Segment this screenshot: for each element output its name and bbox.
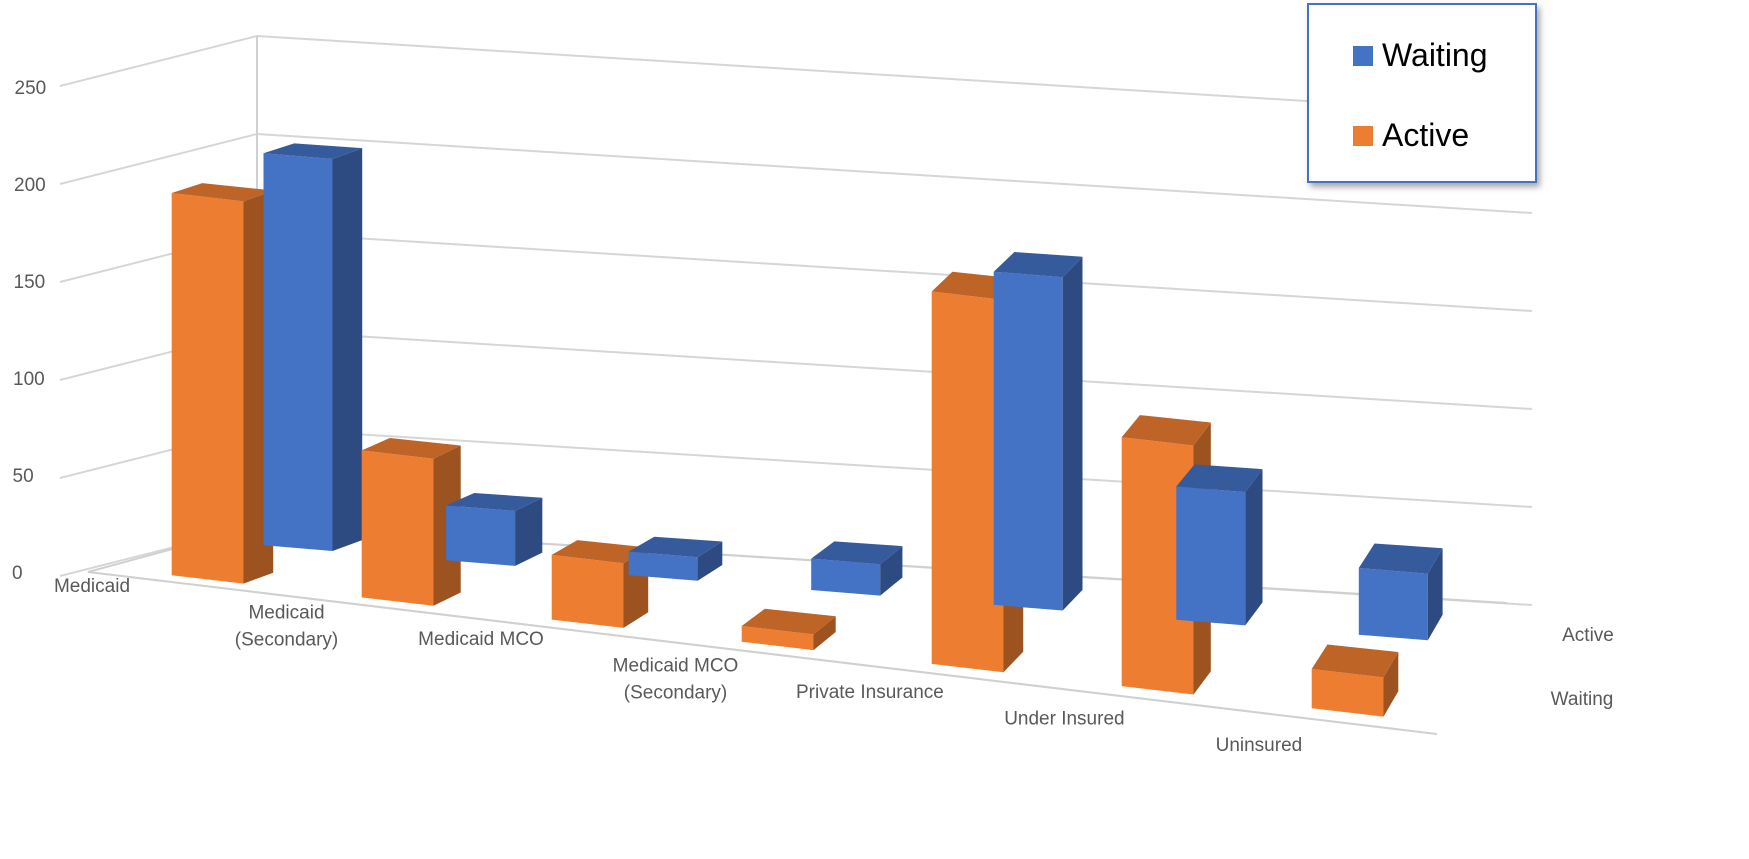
legend-swatch-active [1353,125,1373,146]
bar-front-face [263,153,333,552]
bar-front-face [811,558,881,596]
category-label-line: Under Insured [1004,709,1124,730]
bar-side-face [1245,469,1263,626]
bar-active-uninsured [1311,644,1399,717]
bar-waiting-medicaid-secondary [446,493,543,566]
category-label-line: Medicaid MCO [613,655,739,676]
y-tick-label: 50 [13,466,34,487]
legend-label-active: Active [1382,117,1470,153]
bar-top-face [361,438,461,459]
bar-top-face [1311,644,1399,678]
bar-front-face [446,505,516,566]
category-label-line: Medicaid [54,576,130,597]
y-tick-label: 250 [15,78,47,99]
category-label-private-insurance: Private Insurance [796,682,944,703]
bar-front-face [993,271,1063,611]
bar-front-face [628,551,698,581]
bar-waiting-uninsured [1358,543,1443,641]
bar-side-face [697,541,723,581]
bar-active-medicaid-secondary [361,438,461,606]
category-label-under-insured: Under Insured [1004,709,1124,730]
bar-side-face [1383,652,1399,717]
bar-top-face [1358,543,1443,574]
depth-labels: Active Waiting [1551,625,1614,710]
bar-waiting-medicaid-mco [628,536,723,581]
category-label-uninsured: Uninsured [1216,735,1303,756]
bar-front-face [171,193,244,584]
bar-top-face [811,541,903,565]
category-label-line: Private Insurance [796,682,944,703]
bar-top-face [741,608,836,635]
bar-side-face [1427,548,1443,641]
bar-front-face [1358,568,1428,641]
bar-side-face [515,497,543,566]
bar-top-face [171,183,274,202]
bar-front-face [1121,437,1194,695]
y-tick-label: 150 [14,272,46,293]
bar-top-face [1176,464,1263,493]
bar-side-face [880,546,903,596]
bar-front-face [931,291,1004,673]
bar-waiting-private-insurance [993,252,1083,611]
legend-label-waiting: Waiting [1382,37,1488,73]
bar-front-face [1311,669,1384,717]
category-label-medicaid-mco-secondary: Medicaid MCO (Secondary) [613,655,739,703]
category-label-line: (Secondary) [624,682,728,703]
bar-top-face [263,143,363,159]
bar-active-medicaid-mco-secondary [741,608,836,651]
depth-label-waiting: Waiting [1551,689,1614,710]
legend-swatch-waiting [1353,45,1373,66]
bar-front-face [1176,486,1246,626]
bar-front-face [361,450,434,606]
bar-top-face [446,493,543,511]
bar-active-medicaid [171,183,274,584]
category-label-line: Uninsured [1216,735,1303,756]
legend-item-waiting: Waiting [1353,37,1488,74]
bar-front-face [551,554,624,628]
bar-side-face [813,616,836,651]
bar-waiting-medicaid-mco-secondary [811,541,903,596]
y-axis-ticks: 0 50 100 150 200 250 [12,78,46,584]
bar-waiting-medicaid [263,143,363,552]
bar-top-face [551,540,649,564]
bar-top-face [993,252,1083,278]
category-label-line: Medicaid [248,602,324,623]
bar-waiting-under-insured [1176,464,1263,626]
category-label-medicaid-secondary: Medicaid (Secondary) [235,602,339,650]
y-tick-label: 200 [14,175,46,196]
category-label-line: (Secondary) [235,629,339,650]
bar-side-face [1062,256,1083,611]
legend-item-active: Active [1353,117,1469,154]
y-tick-label: 0 [12,563,23,584]
bars [171,143,1443,717]
bar-top-face [628,536,723,558]
bar-front-face [741,626,814,651]
bar-top-face [1121,415,1211,446]
bar-side-face [332,148,363,551]
y-tick-label: 100 [13,369,45,390]
category-label-medicaid: Medicaid [54,576,130,597]
category-label-medicaid-mco: Medicaid MCO [418,629,544,650]
depth-label-active: Active [1562,625,1614,646]
legend: Waiting Active [1307,3,1537,183]
category-label-line: Medicaid MCO [418,629,544,650]
